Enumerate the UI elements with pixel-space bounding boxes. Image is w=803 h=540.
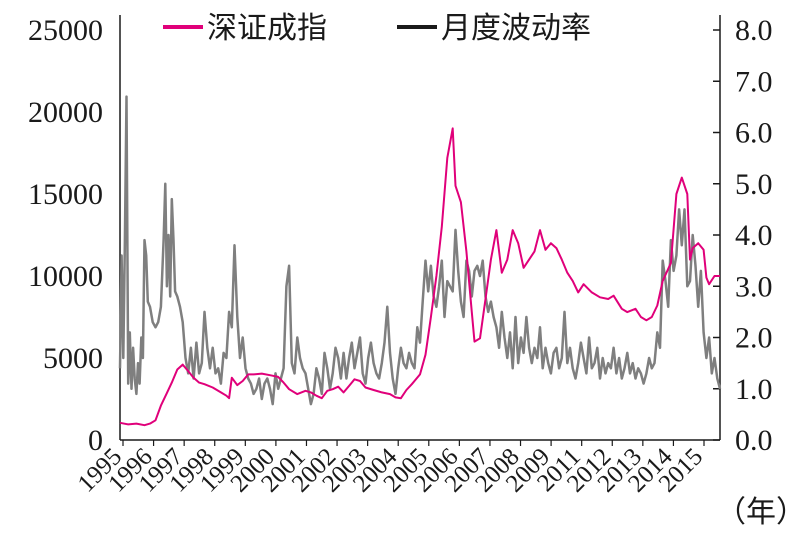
right-tick-label: 8.0 — [735, 14, 773, 47]
right-tick-label: 4.0 — [735, 219, 773, 252]
right-tick-label: 3.0 — [735, 270, 773, 303]
x-axis-tick-labels: 1995199619971998199920002001200220032004… — [73, 443, 708, 498]
right-axis-tick-labels: 8.0 7.0 6.0 5.0 4.0 3.0 2.0 1.0 0.0 — [735, 14, 773, 457]
right-tick-label: 0.0 — [735, 424, 773, 457]
left-tick-label: 5000 — [43, 342, 103, 375]
left-tick-label: 0 — [88, 424, 103, 457]
right-tick-label: 1.0 — [735, 373, 773, 406]
series-line-shenzhen-component-index — [119, 127, 720, 427]
left-tick-label: 10000 — [28, 260, 103, 293]
legend-label-shenzhen-component-index: 深证成指 — [207, 11, 327, 46]
left-tick-label: 15000 — [28, 178, 103, 211]
series-line-monthly-volatility — [118, 95, 722, 406]
right-tick-label: 2.0 — [735, 322, 773, 355]
left-tick-label: 20000 — [28, 96, 103, 129]
right-tick-label: 5.0 — [735, 168, 773, 201]
left-tick-label: 25000 — [28, 14, 103, 47]
legend: 深证成指 月度波动率 — [163, 11, 591, 46]
x-axis-tick-marks — [122, 440, 705, 446]
right-tick-label: 7.0 — [735, 65, 773, 98]
legend-label-monthly-volatility: 月度波动率 — [441, 11, 591, 46]
left-axis-tick-labels: 25000 20000 15000 10000 5000 0 — [28, 14, 103, 457]
x-axis-unit-label: （年） — [716, 495, 803, 530]
right-tick-label: 6.0 — [735, 117, 773, 150]
